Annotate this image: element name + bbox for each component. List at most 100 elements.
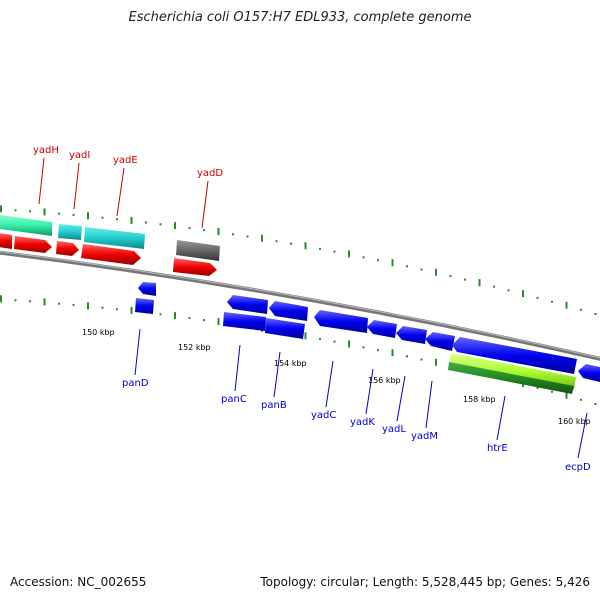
minor-tick — [188, 227, 191, 230]
major-tick — [87, 212, 89, 220]
minor-tick — [333, 250, 336, 253]
kbp-label: 150 kbp — [82, 328, 115, 337]
minor-tick — [188, 317, 191, 320]
gene-label-yadD[interactable]: yadD — [197, 168, 223, 179]
minor-tick — [551, 390, 553, 393]
minor-tick — [159, 223, 162, 226]
major-tick — [217, 318, 220, 326]
minor-tick — [536, 386, 539, 389]
gene-label-yadM[interactable]: yadM — [411, 431, 438, 442]
major-tick — [435, 268, 437, 276]
gene-label-panD[interactable]: panD — [122, 378, 149, 389]
scale-labels: 150 kbp 152 kbp 154 kbp 156 kbp 158 kbp … — [82, 328, 591, 426]
minor-tick — [116, 308, 118, 311]
reverse-feature-track — [135, 282, 600, 394]
minor-tick — [594, 403, 597, 405]
reverse-cds-arrow[interactable] — [135, 298, 154, 314]
reverse-gene-labels: panD panC panB yadC yadK yadL yadM htrE … — [122, 328, 591, 473]
cyan-feature[interactable] — [58, 224, 82, 240]
gene-label-htrE[interactable]: htrE — [487, 443, 508, 454]
gene-label-yadC[interactable]: yadC — [311, 410, 336, 421]
gene-label-yadL[interactable]: yadL — [382, 424, 406, 435]
minor-tick — [406, 355, 408, 358]
forward-cds-arrow[interactable] — [14, 236, 52, 253]
major-tick — [565, 301, 568, 309]
gene-label-ecpD[interactable]: ecpD — [565, 462, 591, 473]
forward-cds-arrow[interactable] — [81, 244, 141, 265]
minor-tick — [420, 268, 423, 271]
lime-feature[interactable] — [449, 353, 576, 389]
gene-label-yadK[interactable]: yadK — [350, 417, 375, 428]
minor-tick — [116, 218, 118, 221]
topology-text: Topology: circular; Length: 5,528,445 bp… — [260, 575, 590, 589]
kbp-label: 158 kbp — [463, 395, 496, 404]
minor-tick — [377, 349, 379, 352]
kbp-label: 152 kbp — [178, 343, 211, 352]
minor-tick — [580, 308, 582, 311]
major-tick — [0, 295, 2, 303]
major-tick — [43, 208, 46, 216]
kbp-label: 160 kbp — [558, 417, 591, 426]
gray-feature[interactable] — [176, 240, 220, 261]
genome-backbone-highlight — [0, 251, 600, 359]
kbp-label: 154 kbp — [274, 359, 307, 368]
minor-tick — [580, 398, 582, 401]
minor-tick — [377, 259, 379, 262]
minor-tick — [536, 296, 539, 299]
minor-tick — [420, 358, 423, 361]
reverse-cds-arrow[interactable] — [314, 310, 368, 333]
green-feature[interactable] — [448, 362, 574, 394]
major-tick — [0, 205, 2, 213]
minor-tick — [72, 303, 75, 306]
gene-label-panB[interactable]: panB — [261, 400, 287, 411]
minor-tick — [551, 300, 553, 303]
reverse-cds-arrow[interactable] — [452, 337, 577, 374]
minor-tick — [362, 256, 365, 259]
reverse-cds-arrow[interactable] — [223, 312, 266, 331]
reverse-cds-arrow[interactable] — [227, 295, 268, 314]
teal-feature[interactable] — [0, 215, 52, 236]
gene-label-yadE[interactable]: yadE — [113, 155, 138, 166]
minor-tick — [464, 278, 466, 281]
major-tick — [87, 302, 89, 310]
major-tick — [348, 250, 350, 258]
major-tick — [478, 279, 481, 287]
reverse-cds-arrow[interactable] — [138, 282, 156, 296]
major-tick — [43, 298, 46, 306]
minor-tick — [101, 216, 104, 219]
minor-tick — [203, 229, 205, 232]
forward-gene-labels: yadH yadI yadE yadD — [33, 145, 223, 229]
minor-tick — [406, 265, 408, 268]
forward-cds-arrow[interactable] — [56, 241, 79, 256]
minor-tick — [275, 240, 278, 243]
minor-tick — [507, 289, 510, 292]
forward-cds-arrow[interactable] — [0, 233, 12, 249]
minor-tick — [145, 221, 147, 224]
major-tick — [565, 391, 568, 399]
gene-label-yadI[interactable]: yadI — [69, 150, 90, 161]
minor-tick — [232, 233, 234, 236]
gene-label-yadH[interactable]: yadH — [33, 145, 59, 156]
major-tick — [130, 306, 133, 314]
reverse-cds-arrow[interactable] — [269, 301, 308, 321]
major-tick — [174, 312, 176, 320]
minor-tick — [493, 285, 495, 288]
reverse-cds-arrow[interactable] — [367, 320, 397, 338]
minor-tick — [333, 340, 336, 343]
reverse-cds-arrow[interactable] — [578, 364, 600, 382]
minor-tick — [319, 337, 321, 340]
reverse-cds-arrow[interactable] — [396, 326, 427, 344]
forward-cds-arrow[interactable] — [173, 258, 217, 276]
major-tick — [522, 290, 524, 298]
cyan-feature[interactable] — [84, 227, 145, 249]
major-tick — [174, 222, 176, 230]
major-tick — [304, 332, 307, 340]
major-tick — [304, 242, 307, 250]
kbp-label: 156 kbp — [368, 376, 401, 385]
reverse-cds-arrow[interactable] — [265, 318, 305, 339]
reverse-cds-arrow[interactable] — [425, 332, 455, 351]
minor-tick — [29, 210, 31, 213]
gene-label-panC[interactable]: panC — [221, 394, 247, 405]
minor-tick — [29, 300, 31, 303]
